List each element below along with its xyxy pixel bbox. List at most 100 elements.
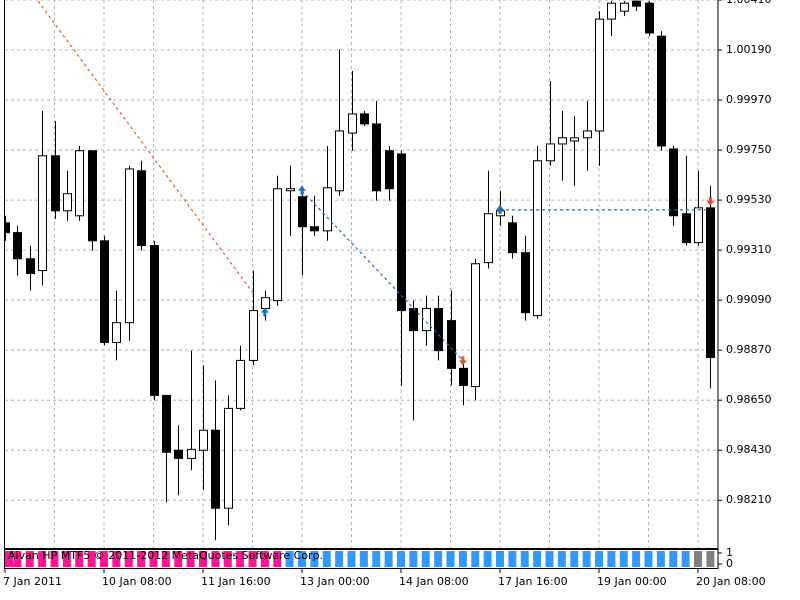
x-tick-label: 19 Jan 00:00 (597, 575, 667, 588)
candle-body (112, 322, 121, 343)
indicator-bar (372, 551, 381, 567)
candle-body (669, 148, 678, 217)
indicator-bar (347, 551, 356, 567)
candle-body (187, 448, 196, 459)
indicator-bar (285, 551, 294, 567)
candle-body (199, 429, 208, 451)
indicator-bar (446, 551, 455, 567)
y-tick-label: 0.98210 (726, 493, 772, 506)
plot-frame (4, 0, 719, 549)
x-tick-label: 13 Jan 00:00 (300, 575, 370, 588)
indicator-bar (545, 551, 554, 567)
candle-body (335, 130, 344, 192)
candle-body (533, 160, 542, 317)
candle-body (273, 188, 282, 302)
indicator-title: Aivan HP MTF5 © 2011-2012 MetaQuotes Sof… (8, 549, 323, 562)
candle-body (150, 245, 159, 396)
x-tick-label: 14 Jan 08:00 (399, 575, 469, 588)
indicator-bar (75, 551, 84, 567)
plot-area (5, 0, 715, 541)
indicator-bar (669, 551, 678, 567)
candle-body (286, 188, 295, 192)
indicator-bar (607, 551, 616, 567)
candle-body (298, 196, 307, 228)
indicator-bar (483, 551, 492, 567)
candle-body (310, 226, 319, 232)
candle-body (5, 222, 10, 234)
candle-body (125, 168, 134, 324)
candle-body (595, 18, 604, 132)
y-tick-label: 0.98430 (726, 443, 772, 456)
candle-body (558, 137, 567, 145)
indicator-bar (100, 551, 108, 567)
indicator-bar (644, 551, 653, 567)
candle-body (26, 258, 35, 275)
indicator-bar (397, 551, 405, 567)
candle-body (409, 308, 418, 332)
indicator-bar (50, 551, 59, 567)
candle-body (38, 155, 47, 272)
candle-body (657, 35, 666, 147)
indicator-bar (38, 551, 47, 567)
indicator-bar (582, 551, 591, 567)
y-tick-label: 1.00190 (726, 43, 772, 56)
indicator-bar (706, 551, 715, 567)
candle-body (447, 320, 456, 369)
indicator-bar (384, 551, 393, 567)
trade-line (37, 0, 256, 296)
indicator-bar (471, 551, 480, 567)
trade-arrow (298, 185, 306, 195)
indicator-bar (632, 551, 641, 567)
trade-arrow (458, 356, 467, 366)
candle-body (224, 407, 233, 509)
candle-body (471, 263, 480, 388)
candle-body (88, 150, 97, 242)
candle-body (607, 2, 616, 20)
x-tick-label: 10 Jan 08:00 (102, 575, 172, 588)
y-tick-label: 0.99970 (726, 93, 772, 106)
candle-body (137, 170, 146, 247)
indicator-tick-label: 0 (726, 557, 733, 570)
indicator-bar (248, 551, 257, 567)
y-tick-label: 0.99310 (726, 243, 772, 256)
indicator-bar (557, 551, 566, 567)
candle-body (385, 150, 394, 190)
indicator-bar (223, 551, 232, 567)
x-tick-label: 20 Jan 08:00 (696, 575, 766, 588)
x-tick-label: 7 Jan 2011 (3, 575, 62, 588)
indicator-bar (310, 551, 319, 567)
y-tick-label: 0.99090 (726, 293, 772, 306)
indicator-bar (570, 551, 579, 567)
indicator-bar (273, 551, 282, 567)
candle-body (236, 359, 245, 409)
trade-line (301, 190, 464, 361)
indicator-bar (137, 551, 146, 567)
candle-body (174, 449, 183, 459)
candle-body (13, 232, 22, 260)
indicator-bar (62, 551, 71, 567)
indicator-bar (619, 551, 628, 567)
indicator-bar (298, 551, 306, 567)
candle-body (422, 308, 431, 332)
axes: 0.98210 0.98430 0.98650 0.98870 0.99090 0.993… (3, 0, 772, 588)
indicator-bar (5, 551, 13, 567)
indicator-bar (496, 551, 504, 567)
candle-body (211, 429, 220, 509)
indicator-bar (694, 551, 702, 567)
indicator-bar (681, 551, 690, 567)
candle-body (570, 137, 579, 142)
indicator-bar (656, 551, 665, 567)
indicator-bar (434, 551, 443, 567)
candle-body (51, 155, 60, 212)
candle-body (434, 308, 443, 352)
x-tick-label: 11 Jan 16:00 (201, 575, 271, 588)
candle-body (100, 240, 109, 343)
y-tick-label: 0.99530 (726, 193, 772, 206)
candle-body (521, 252, 530, 314)
indicator-bar (149, 551, 158, 567)
candle-body (348, 113, 357, 134)
grid-layer (5, 0, 718, 548)
candle-body (682, 213, 691, 244)
candle-body (508, 222, 517, 254)
candle-body (583, 130, 592, 139)
